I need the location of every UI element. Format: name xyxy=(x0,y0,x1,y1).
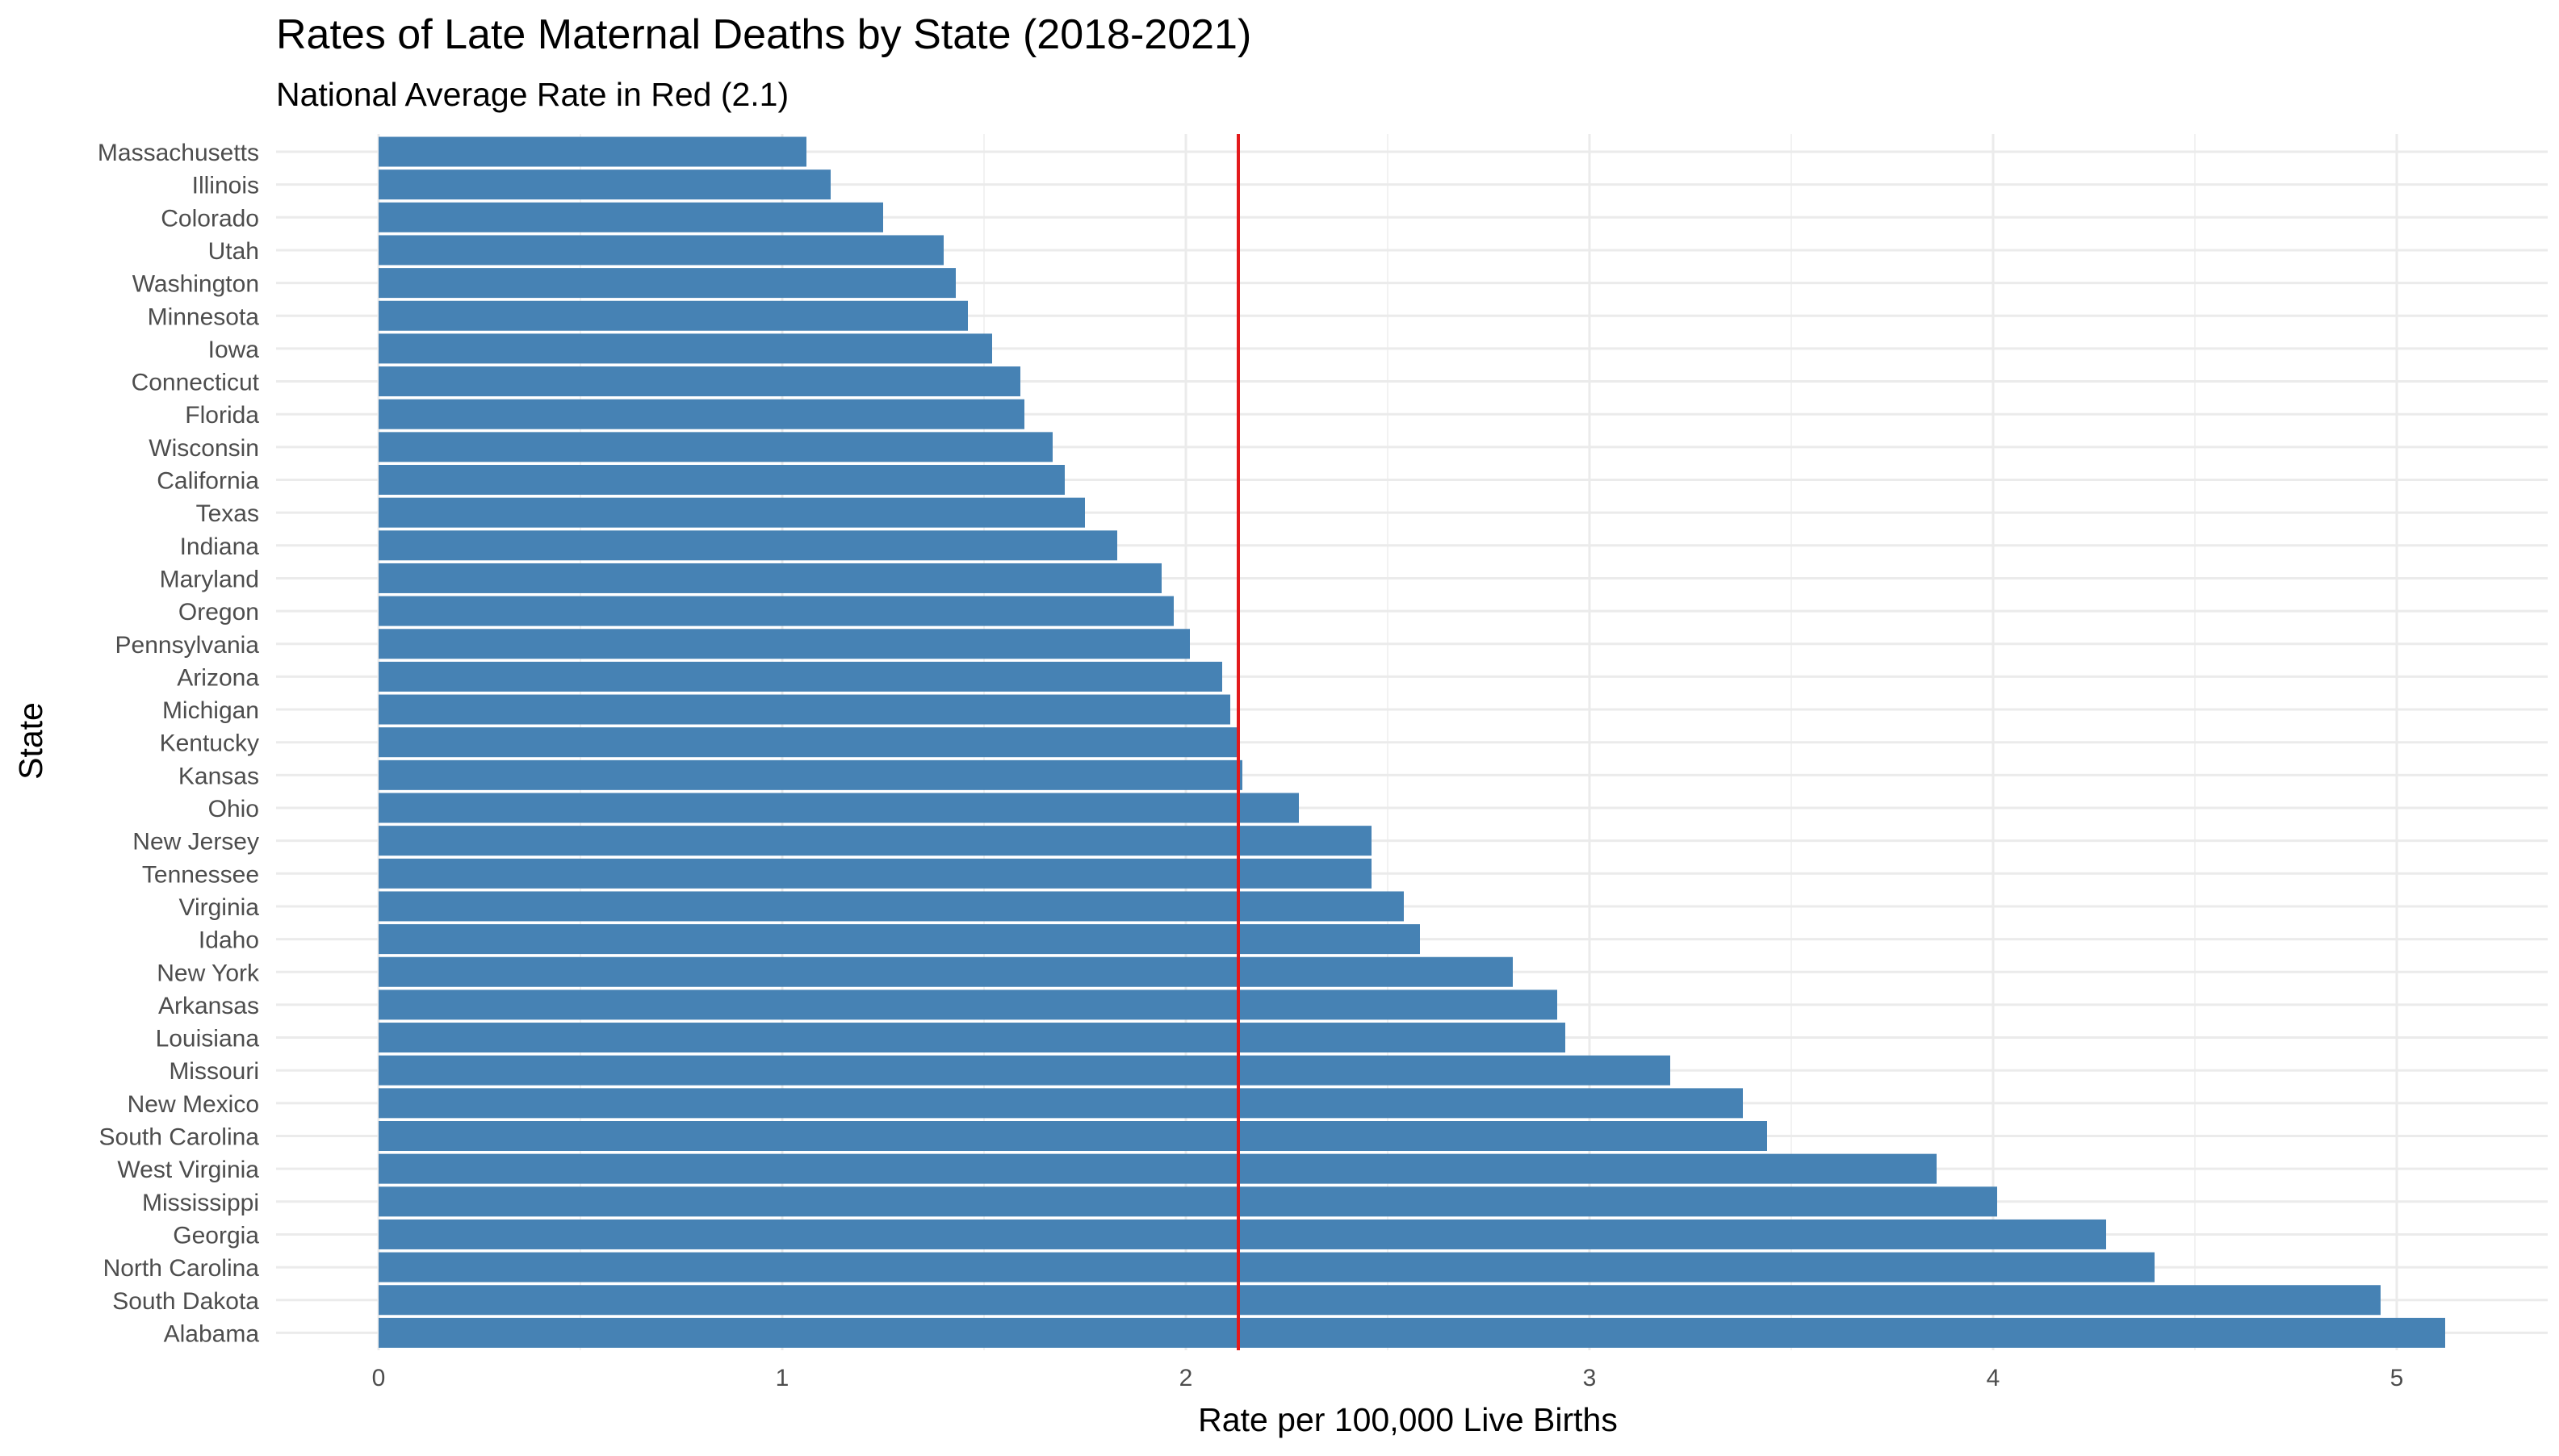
bar-missouri xyxy=(379,1055,1670,1086)
bar-new-mexico xyxy=(379,1088,1743,1119)
bar-colorado xyxy=(379,202,883,232)
bar-florida xyxy=(379,399,1024,429)
bar-indiana xyxy=(379,530,1117,561)
bar-idaho xyxy=(379,924,1420,955)
bar-ohio xyxy=(379,793,1299,823)
y-tick-label: Minnesota xyxy=(148,303,260,330)
bar-washington xyxy=(379,268,956,299)
y-tick-label: Connecticut xyxy=(132,370,260,396)
bars-layer xyxy=(379,136,2445,1348)
bar-iowa xyxy=(379,333,992,364)
bar-kansas xyxy=(379,759,1242,790)
y-tick-label: Washington xyxy=(132,271,259,298)
y-tick-label: New York xyxy=(157,960,260,986)
y-tick-label: Kansas xyxy=(178,763,259,789)
bar-georgia xyxy=(379,1219,2106,1249)
bar-texas xyxy=(379,497,1085,528)
y-tick-label: Wisconsin xyxy=(149,435,259,462)
y-tick-label: New Jersey xyxy=(132,829,259,856)
bar-south-carolina xyxy=(379,1121,1767,1151)
y-tick-label: Maryland xyxy=(160,566,259,592)
y-tick-label: Pennsylvania xyxy=(115,632,260,659)
x-tick-label: 1 xyxy=(776,1365,789,1391)
x-tick-label: 2 xyxy=(1179,1365,1193,1391)
bar-west-virginia xyxy=(379,1153,1937,1184)
y-tick-label: Kentucky xyxy=(160,730,259,757)
bar-massachusetts xyxy=(379,136,806,167)
x-tick-label: 0 xyxy=(372,1365,386,1391)
bar-arkansas xyxy=(379,989,1557,1020)
bar-arizona xyxy=(379,661,1222,692)
bar-maryland xyxy=(379,563,1162,593)
bar-illinois xyxy=(379,169,831,200)
chart-subtitle: National Average Rate in Red (2.1) xyxy=(276,76,789,113)
y-tick-label: Missouri xyxy=(169,1058,259,1085)
bar-new-jersey xyxy=(379,826,1372,856)
y-tick-label: Illinois xyxy=(192,173,259,199)
y-tick-label: Texas xyxy=(196,500,259,527)
y-tick-label: North Carolina xyxy=(103,1255,260,1282)
chart-title: Rates of Late Maternal Deaths by State (… xyxy=(276,11,1251,58)
bar-connecticut xyxy=(379,366,1020,397)
bar-michigan xyxy=(379,694,1230,725)
y-tick-label: Indiana xyxy=(180,533,260,560)
y-tick-label: Virginia xyxy=(178,894,259,921)
y-tick-label: Utah xyxy=(208,238,259,265)
y-tick-label: Colorado xyxy=(161,205,259,232)
y-tick-label: Idaho xyxy=(199,927,259,954)
y-tick-label: South Dakota xyxy=(112,1288,259,1315)
x-axis-title: Rate per 100,000 Live Births xyxy=(1198,1401,1618,1438)
bar-louisiana xyxy=(379,1023,1565,1053)
y-tick-label: Florida xyxy=(185,402,259,429)
y-tick-label: Arizona xyxy=(177,664,259,691)
bar-alabama xyxy=(379,1317,2445,1348)
y-tick-label: South Carolina xyxy=(99,1124,260,1151)
bar-california xyxy=(379,465,1065,495)
bar-virginia xyxy=(379,891,1404,922)
y-tick-label: Mississippi xyxy=(142,1190,259,1216)
y-tick-labels: Massachusetts Illinois Colorado Utah Washing… xyxy=(98,140,260,1347)
bar-mississippi xyxy=(379,1186,1997,1217)
y-tick-label: Michigan xyxy=(162,697,259,724)
bar-oregon xyxy=(379,596,1174,626)
bar-tennessee xyxy=(379,858,1372,889)
bar-wisconsin xyxy=(379,432,1053,462)
y-tick-label: West Virginia xyxy=(117,1157,259,1183)
y-tick-label: Louisiana xyxy=(156,1026,260,1052)
bar-south-dakota xyxy=(379,1285,2381,1316)
y-tick-label: Arkansas xyxy=(158,993,259,1019)
y-tick-label: Ohio xyxy=(208,796,259,822)
y-tick-label: Alabama xyxy=(164,1320,260,1347)
y-tick-label: Iowa xyxy=(208,337,260,363)
y-tick-label: Oregon xyxy=(178,599,259,625)
bar-kentucky xyxy=(379,727,1238,758)
bar-new-york xyxy=(379,956,1513,987)
bar-minnesota xyxy=(379,300,968,331)
y-axis-title: State xyxy=(12,702,49,780)
y-tick-label: Georgia xyxy=(173,1222,259,1249)
x-tick-label: 3 xyxy=(1583,1365,1597,1391)
x-tick-label: 5 xyxy=(2390,1365,2404,1391)
x-tick-label: 4 xyxy=(1987,1365,2000,1391)
y-tick-label: California xyxy=(157,468,259,495)
y-tick-label: Massachusetts xyxy=(98,140,259,166)
y-tick-label: New Mexico xyxy=(128,1091,259,1118)
x-tick-labels: 0 1 2 3 4 5 xyxy=(372,1365,2404,1391)
y-tick-label: Tennessee xyxy=(142,861,259,888)
bar-utah xyxy=(379,235,944,266)
bar-north-carolina xyxy=(379,1252,2155,1282)
bar-pennsylvania xyxy=(379,629,1190,659)
